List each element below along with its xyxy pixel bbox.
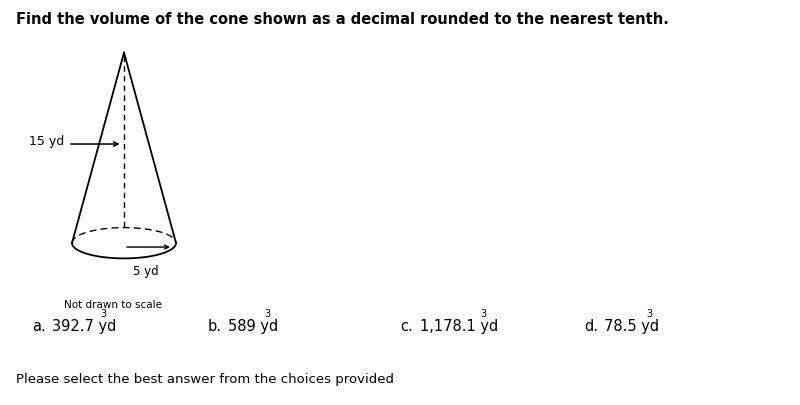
Text: 3: 3 bbox=[100, 309, 106, 319]
Text: d.: d. bbox=[584, 318, 598, 334]
Text: a.: a. bbox=[32, 318, 46, 334]
Text: b.: b. bbox=[208, 318, 222, 334]
Text: 78.5 yd: 78.5 yd bbox=[604, 318, 659, 334]
Text: Please select the best answer from the choices provided: Please select the best answer from the c… bbox=[16, 373, 394, 386]
Text: 3: 3 bbox=[646, 309, 652, 319]
Text: 392.7 yd: 392.7 yd bbox=[52, 318, 116, 334]
Text: Not drawn to scale: Not drawn to scale bbox=[64, 300, 162, 310]
Text: Find the volume of the cone shown as a decimal rounded to the nearest tenth.: Find the volume of the cone shown as a d… bbox=[16, 12, 669, 27]
Text: 1,178.1 yd: 1,178.1 yd bbox=[420, 318, 498, 334]
Text: 5 yd: 5 yd bbox=[134, 265, 159, 278]
Text: 589 yd: 589 yd bbox=[228, 318, 278, 334]
Text: c.: c. bbox=[400, 318, 413, 334]
Text: 3: 3 bbox=[480, 309, 486, 319]
Text: 3: 3 bbox=[264, 309, 270, 319]
Text: 15 yd: 15 yd bbox=[29, 136, 64, 149]
